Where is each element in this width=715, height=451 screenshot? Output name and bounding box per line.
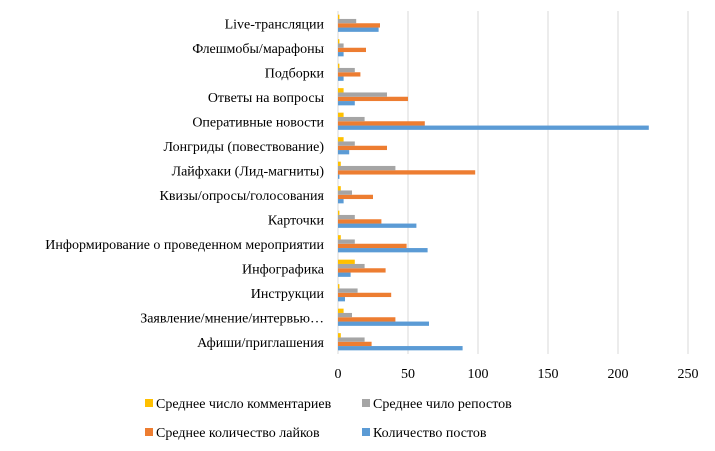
bars — [338, 14, 649, 351]
category-label: Информирование о проведенном мероприятии — [45, 238, 324, 253]
bar — [338, 116, 365, 122]
bar — [338, 27, 379, 32]
legend-label: Среднее количество лайков — [156, 426, 320, 441]
bar — [338, 210, 340, 215]
legend: Среднее число комментариев Среднее чило р… — [145, 397, 512, 441]
legend-swatch — [145, 428, 153, 436]
bar — [338, 150, 350, 155]
bar — [338, 88, 344, 93]
bar — [338, 190, 352, 195]
bar — [338, 125, 649, 130]
bar — [338, 165, 396, 171]
bar — [338, 92, 387, 97]
bar — [338, 297, 345, 302]
bar — [338, 18, 357, 24]
bar — [338, 52, 344, 57]
bar — [338, 39, 340, 44]
bar — [338, 223, 417, 228]
bar — [338, 346, 463, 351]
bar — [338, 101, 355, 106]
bar — [338, 121, 425, 126]
category-label: Флешмобы/марафоны — [192, 42, 324, 57]
bar — [338, 284, 340, 289]
category-label: Live-трансляции — [225, 17, 325, 32]
category-label: Инфографика — [242, 262, 325, 277]
bar — [338, 112, 344, 117]
category-label: Карточки — [268, 213, 325, 228]
category-label: Лайфхаки (Лид-магниты) — [172, 164, 325, 179]
x-tick-label: 150 — [538, 367, 559, 382]
category-label: Лонгриды (повествование) — [164, 140, 325, 155]
x-tick-label: 100 — [468, 367, 489, 382]
category-label: Квизы/опросы/голосования — [160, 189, 325, 204]
category-label: Инструкции — [251, 287, 325, 302]
bar — [338, 96, 408, 102]
bar — [338, 337, 365, 342]
category-label: Афиши/приглашения — [197, 336, 324, 351]
category-label: Оперативные новости — [192, 115, 324, 130]
x-tick-label: 200 — [608, 367, 629, 382]
x-tick-label: 50 — [401, 367, 415, 382]
bar — [338, 174, 340, 179]
bar — [338, 333, 341, 338]
bar — [338, 72, 361, 77]
bar — [338, 170, 476, 175]
bar — [338, 214, 355, 220]
category-label: Ответы на вопросы — [208, 91, 325, 106]
bar — [338, 47, 366, 53]
bar — [338, 67, 355, 73]
bar — [338, 321, 429, 326]
bar — [338, 145, 387, 151]
bar — [338, 239, 355, 244]
bar — [338, 248, 428, 253]
bar — [338, 186, 341, 191]
category-label: Подборки — [265, 66, 325, 81]
category-label: Заявление/мнение/интервью… — [140, 311, 324, 326]
bar — [338, 219, 382, 224]
x-tick-labels: 0 50 100 150 200 250 — [335, 367, 699, 382]
bar — [338, 76, 344, 81]
bar — [338, 137, 344, 142]
bar — [338, 43, 344, 48]
gridlines — [337, 11, 689, 354]
bar — [338, 308, 344, 313]
legend-swatch — [362, 399, 370, 407]
bar — [338, 317, 396, 322]
legend-label: Количество постов — [373, 426, 487, 441]
bar — [338, 288, 358, 293]
bar — [338, 243, 407, 249]
bar — [338, 63, 340, 68]
x-tick-label: 0 — [335, 367, 342, 382]
bar — [338, 235, 341, 240]
bar — [338, 23, 380, 28]
bar — [338, 14, 340, 19]
legend-label: Среднее чило репостов — [373, 397, 512, 412]
bar — [338, 263, 365, 269]
legend-label: Среднее число комментариев — [156, 397, 332, 412]
category-labels: Live-трансляции Флешмобы/марафоны Подборки… — [45, 17, 325, 351]
x-tick-label: 250 — [678, 367, 699, 382]
bar — [338, 161, 341, 166]
bar — [338, 259, 355, 264]
bar — [338, 292, 392, 298]
bar — [338, 268, 386, 273]
bar — [338, 341, 372, 347]
legend-swatch — [145, 399, 153, 407]
bar — [338, 312, 352, 318]
bar — [338, 141, 355, 146]
legend-swatch — [362, 428, 370, 436]
bar — [338, 194, 373, 200]
bar — [338, 199, 344, 204]
bar — [338, 272, 351, 277]
